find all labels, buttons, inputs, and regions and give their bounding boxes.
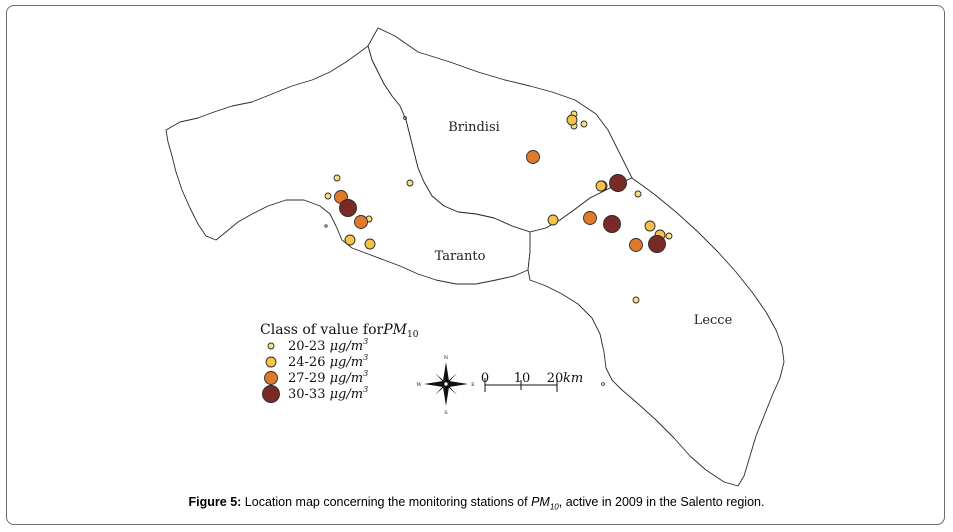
- station-marker: [665, 232, 673, 240]
- station-marker: [333, 174, 341, 182]
- station-marker: [583, 211, 597, 225]
- station-marker: [324, 192, 332, 200]
- compass-w: W: [416, 382, 422, 388]
- compass-rose-icon: N S E W: [416, 355, 475, 416]
- station-marker: [603, 215, 621, 233]
- legend-swatch: [262, 385, 280, 403]
- legend-label: 30-33 μg/m3: [288, 385, 368, 402]
- region-lecce: [527, 177, 785, 487]
- station-marker: [580, 120, 588, 128]
- station-marker: [595, 180, 607, 192]
- station-marker: [344, 234, 356, 246]
- scale-tick-10: 10: [514, 371, 531, 386]
- station-marker: [629, 238, 643, 252]
- legend-swatch: [264, 371, 278, 385]
- scale-tick-20: 20: [547, 371, 564, 386]
- station-marker: [609, 174, 627, 192]
- caption-label: Figure 5:: [188, 495, 242, 509]
- scale-tick-0: 0: [481, 371, 489, 386]
- caption-text-after: , active in 2009 in the Salento region.: [558, 495, 765, 509]
- scale-bar: [484, 378, 558, 392]
- station-markers: [324, 110, 673, 304]
- caption-text-before: Location map concerning the monitoring s…: [241, 495, 532, 509]
- station-marker: [526, 150, 540, 164]
- compass-n: N: [444, 355, 449, 361]
- legend-title: Class of value forPM10: [260, 322, 419, 340]
- station-marker: [354, 215, 368, 229]
- compass-s: S: [444, 410, 448, 416]
- station-marker: [632, 296, 640, 304]
- station-marker: [644, 220, 656, 232]
- island-mark: [601, 382, 605, 386]
- station-marker: [566, 114, 578, 126]
- station-marker: [364, 238, 376, 250]
- legend-label: 27-29 μg/m3: [288, 369, 368, 386]
- region-label-brindisi: Brindisi: [448, 120, 500, 135]
- station-marker: [339, 199, 357, 217]
- legend-label: 24-26 μg/m3: [288, 353, 368, 370]
- legend: Class of value forPM10 20-23 μg/m324-26 …: [260, 322, 419, 403]
- figure-caption: Figure 5: Location map concerning the mo…: [0, 495, 953, 512]
- legend-label: 20-23 μg/m3: [288, 337, 368, 354]
- region-label-taranto: Taranto: [435, 249, 486, 264]
- station-marker: [547, 214, 559, 226]
- island-mark: [324, 224, 328, 228]
- island-mark: [403, 116, 407, 120]
- legend-swatch: [265, 356, 277, 368]
- legend-swatch: [267, 342, 275, 350]
- compass-e: E: [471, 382, 475, 388]
- caption-var: PM: [531, 495, 550, 509]
- figure-frame: [6, 5, 945, 525]
- station-marker: [648, 235, 666, 253]
- scale-unit: km: [563, 371, 583, 386]
- region-label-lecce: Lecce: [694, 313, 733, 328]
- station-marker: [406, 179, 414, 187]
- caption-sub: 10: [549, 502, 559, 512]
- station-marker: [634, 190, 642, 198]
